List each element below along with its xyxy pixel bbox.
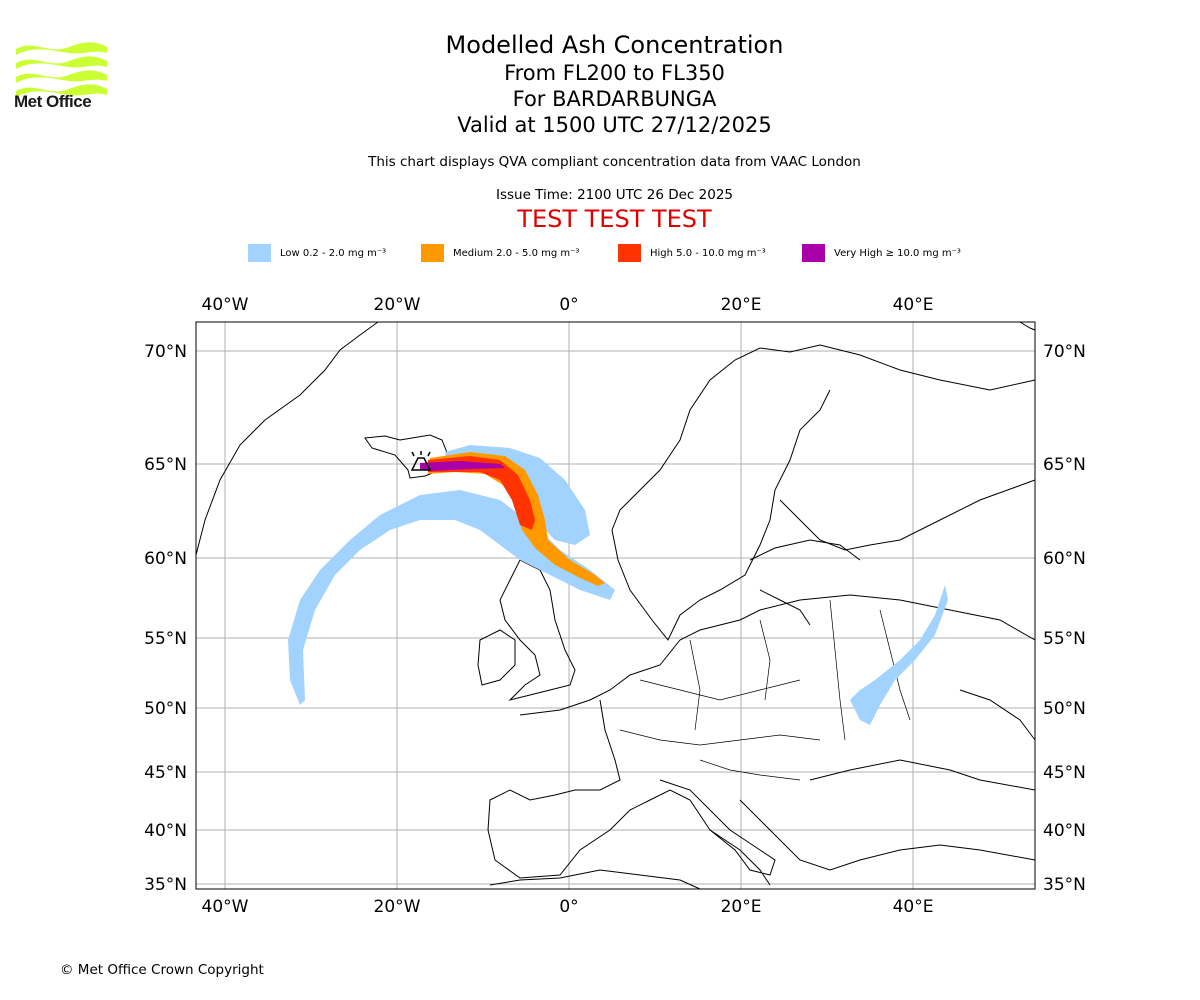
lat-label: 45°N xyxy=(144,763,187,783)
test-banner: TEST TEST TEST xyxy=(517,205,712,233)
legend-swatch-low xyxy=(248,244,271,262)
lon-label: 0° xyxy=(559,295,578,315)
lat-label: 65°N xyxy=(1043,455,1086,475)
lon-label: 20°E xyxy=(721,897,762,917)
qva-note: This chart displays QVA compliant concen… xyxy=(368,154,861,170)
ash-high-plume-core xyxy=(428,456,535,530)
lat-label: 70°N xyxy=(1043,342,1086,362)
title-block: Modelled Ash Concentration From FL200 to… xyxy=(0,30,1200,233)
lat-label: 60°N xyxy=(1043,549,1086,569)
ash-very-high-plume xyxy=(420,461,505,471)
legend-label-very-high: Very High ≥ 10.0 mg m⁻³ xyxy=(834,247,961,259)
coastlines xyxy=(195,321,1036,890)
lon-label: 40°E xyxy=(893,897,934,917)
lat-label: 35°N xyxy=(144,875,187,895)
volcano-name: For BARDARBUNGA xyxy=(512,87,717,111)
lat-label: 55°N xyxy=(144,629,187,649)
lat-label: 40°N xyxy=(144,821,187,841)
lat-labels-right: 70°N 65°N 60°N 55°N 50°N 45°N 40°N 35°N xyxy=(1043,342,1086,895)
lat-label: 60°N xyxy=(144,549,187,569)
lon-labels-top: 40°W 20°W 0° 20°E 40°E xyxy=(202,295,934,315)
legend-item-low: Low 0.2 - 2.0 mg m⁻³ xyxy=(248,244,386,262)
lat-label: 35°N xyxy=(1043,875,1086,895)
ash-low-plume-east xyxy=(850,585,948,725)
met-office-logo-text: Met Office xyxy=(14,92,92,111)
ash-medium-plume xyxy=(428,452,605,586)
lat-label: 45°N xyxy=(1043,763,1086,783)
chart-title: Modelled Ash Concentration xyxy=(445,31,784,59)
valid-time: Valid at 1500 UTC 27/12/2025 xyxy=(457,113,772,137)
legend-item-very-high: Very High ≥ 10.0 mg m⁻³ xyxy=(802,244,961,262)
flight-levels: From FL200 to FL350 xyxy=(504,61,725,85)
lon-label: 20°E xyxy=(721,295,762,315)
lon-label: 40°E xyxy=(893,295,934,315)
met-office-logo-icon xyxy=(16,42,107,97)
issue-time: Issue Time: 2100 UTC 26 Dec 2025 xyxy=(495,187,734,203)
ash-plumes xyxy=(288,445,948,725)
graticule xyxy=(196,322,1035,889)
map-frame xyxy=(195,321,1036,890)
lat-label: 65°N xyxy=(144,455,187,475)
legend-swatch-medium xyxy=(421,244,444,262)
lat-label: 50°N xyxy=(1043,699,1086,719)
lat-labels-left: 70°N 65°N 60°N 55°N 50°N 45°N 40°N 35°N xyxy=(144,342,187,895)
lon-label: 0° xyxy=(559,897,578,917)
copyright: © Met Office Crown Copyright xyxy=(60,962,264,978)
lat-label: 50°N xyxy=(144,699,187,719)
lon-label: 40°W xyxy=(202,897,249,917)
legend-label-medium: Medium 2.0 - 5.0 mg m⁻³ xyxy=(453,247,580,259)
lon-label: 40°W xyxy=(202,295,249,315)
legend-swatch-very-high xyxy=(802,244,825,262)
country-borders xyxy=(619,599,911,781)
lon-label: 20°W xyxy=(374,897,421,917)
lat-label: 55°N xyxy=(1043,629,1086,649)
legend-swatch-high xyxy=(618,244,641,262)
legend-item-medium: Medium 2.0 - 5.0 mg m⁻³ xyxy=(421,244,579,262)
volcano-icon xyxy=(410,451,432,471)
legend-label-low: Low 0.2 - 2.0 mg m⁻³ xyxy=(280,247,387,259)
legend-label-high: High 5.0 - 10.0 mg m⁻³ xyxy=(650,247,766,259)
lat-label: 40°N xyxy=(1043,821,1086,841)
lon-label: 20°W xyxy=(374,295,421,315)
lon-labels-bottom: 40°W 20°W 0° 20°E 40°E xyxy=(202,897,934,917)
lat-label: 70°N xyxy=(144,342,187,362)
legend-item-high: High 5.0 - 10.0 mg m⁻³ xyxy=(618,244,766,262)
